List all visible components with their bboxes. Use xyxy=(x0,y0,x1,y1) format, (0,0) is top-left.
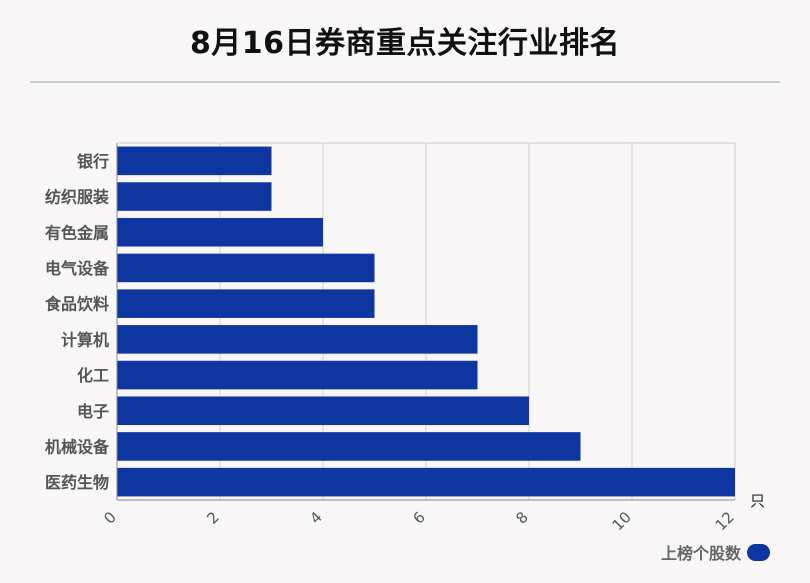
x-tick-label: 4 xyxy=(306,508,325,527)
bar xyxy=(117,325,478,354)
title-divider xyxy=(30,81,780,83)
bar xyxy=(117,146,272,176)
legend-swatch xyxy=(747,543,770,561)
category-label: 机械设备 xyxy=(45,437,110,456)
x-tick-label: 10 xyxy=(609,508,635,534)
bar xyxy=(117,432,581,461)
bar xyxy=(117,396,529,426)
legend-label: 上榜个股数 xyxy=(660,544,741,563)
category-label: 电子 xyxy=(77,402,109,421)
x-tick-label: 8 xyxy=(512,508,531,527)
chart-title: 8月16日券商重点关注行业排名 xyxy=(189,26,621,61)
category-label: 食品饮料 xyxy=(44,295,109,314)
x-tick-label: 12 xyxy=(712,508,738,534)
category-label: 电气设备 xyxy=(45,259,110,278)
category-label: 医药生物 xyxy=(45,473,109,492)
x-unit-label: 只 xyxy=(750,492,765,510)
bar xyxy=(117,253,375,283)
legend: 上榜个股数 xyxy=(661,540,770,564)
axis-layer xyxy=(116,143,735,501)
bar-layer xyxy=(117,146,735,497)
x-tick-label: 0 xyxy=(100,508,119,527)
category-label: 银行 xyxy=(77,152,109,171)
category-label: 有色金属 xyxy=(45,223,109,242)
category-label: 计算机 xyxy=(61,330,109,349)
bar xyxy=(117,217,323,247)
x-tick-label: 2 xyxy=(203,508,222,527)
bar xyxy=(117,360,478,390)
bar xyxy=(117,289,375,318)
bar xyxy=(117,182,272,211)
bar xyxy=(117,467,735,497)
category-label: 化工 xyxy=(77,366,109,385)
category-label: 纺织服装 xyxy=(45,188,109,207)
x-tick-label: 6 xyxy=(409,508,428,527)
